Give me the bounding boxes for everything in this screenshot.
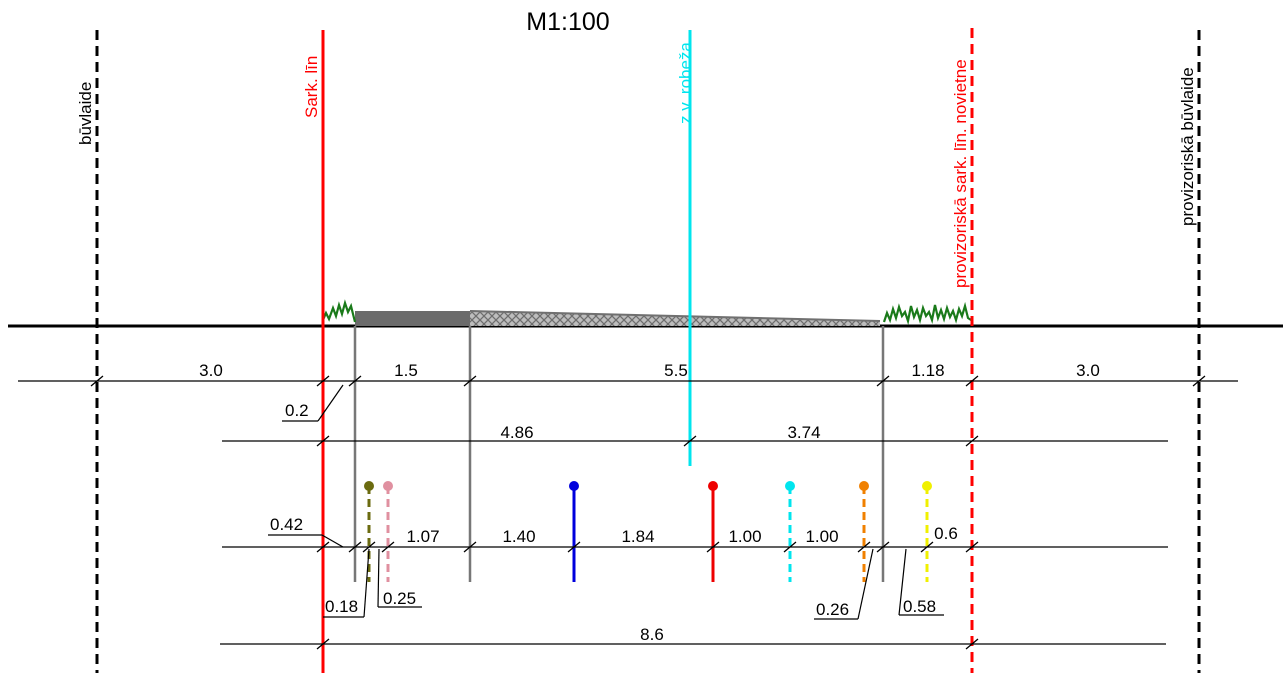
dim-row3-callout: 0.58: [903, 597, 936, 616]
dimension-row-4: 8.6: [220, 625, 1166, 650]
dim-row1-value: 1.5: [394, 361, 418, 380]
dim-row1-value: 3.0: [1076, 361, 1100, 380]
dim-row3-callout: 0.42: [270, 515, 303, 534]
dim-row3-value: 0.6: [934, 524, 958, 543]
utility-blue-dot: [569, 481, 579, 491]
utility-yellow-dot: [922, 481, 932, 491]
utility-olive-dot: [364, 481, 374, 491]
grass-right: [882, 301, 972, 326]
dim-row2-value: 3.74: [787, 423, 820, 442]
dim-row3-value: 1.40: [502, 527, 535, 546]
utility-pink-dot: [383, 481, 393, 491]
utility-red-dot: [708, 481, 718, 491]
asphalt-section: [355, 311, 470, 326]
dim-row1-value: 1.18: [911, 361, 944, 380]
dim-row1-callout: 0.2: [285, 401, 309, 420]
sark-lin-label: Sark. līn: [302, 56, 321, 118]
dim-row3-value: 1.84: [621, 527, 654, 546]
dim-row3-callout: 0.25: [383, 589, 416, 608]
dim-row1-value: 5.5: [664, 361, 688, 380]
dim-row3-callout: 0.26: [816, 600, 849, 619]
road-top-edge: [469, 310, 881, 322]
prov-sark-lin-label: provizoriskā sark. līn. novietne: [951, 59, 970, 288]
utility-lines: [364, 481, 932, 582]
grass-left: [321, 299, 357, 323]
prov-buvlaide-label: provizoriskā būvlaide: [1178, 67, 1197, 226]
dimension-row-3: 1.07 1.40 1.84 1.00 1.00 0.6 0.42 0.18 0…: [222, 515, 1168, 620]
hatched-section: [470, 311, 880, 326]
dim-row3-value: 1.00: [728, 527, 761, 546]
scale-title: M1:100: [526, 8, 609, 36]
dim-row3-value: 1.00: [805, 527, 838, 546]
dim-row4-value: 8.6: [640, 625, 664, 644]
dimension-row-2: 4.86 3.74: [222, 423, 1168, 447]
dim-row1-value: 3.0: [199, 361, 223, 380]
dim-row3-callout: 0.18: [325, 597, 358, 616]
buvlaide-left-label: būvlaide: [76, 82, 95, 145]
dim-row3-value: 1.07: [406, 527, 439, 546]
utility-orange-dot: [859, 481, 869, 491]
dimension-row-1: 3.0 1.5 5.5 1.18 3.0 0.2: [18, 361, 1238, 422]
dim-row2-value: 4.86: [500, 423, 533, 442]
zv-robeza-label: z.v. robeža: [676, 42, 695, 124]
utility-cyan-dot: [785, 481, 795, 491]
